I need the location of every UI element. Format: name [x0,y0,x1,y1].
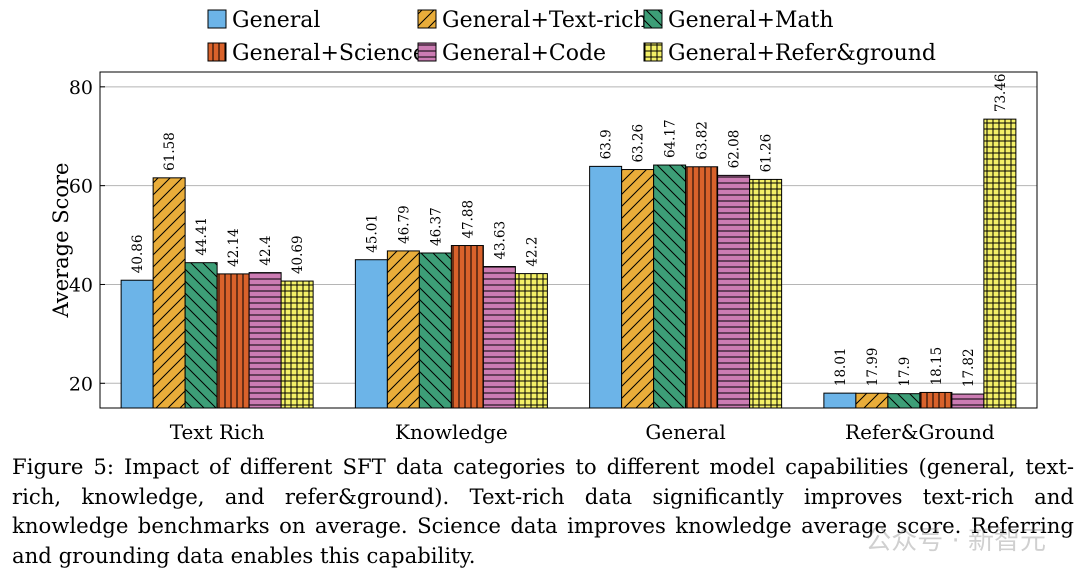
legend-swatch [643,42,663,62]
x-tick-label: Knowledge [395,420,508,444]
legend-label: General+Science [232,41,426,66]
data-label: 17.82 [961,348,977,387]
bar [248,272,282,409]
y-tick-label: 20 [69,373,93,395]
bar [951,393,985,409]
legend-swatch [207,9,227,29]
bar [855,392,889,409]
bar [514,273,548,409]
bar [450,245,484,409]
legend: General General+Text-rich General+Math Gene… [207,8,936,66]
bar [589,165,623,409]
data-label: 61.26 [759,134,775,173]
bar [653,164,687,409]
bar [418,252,452,409]
data-label: 17.9 [897,357,913,387]
bar [280,280,314,409]
data-label: 43.63 [492,221,508,260]
legend-label: General+Math [668,8,834,33]
legend-label: General+Code [442,41,606,66]
data-label: 42.2 [524,237,540,267]
data-label: 18.15 [929,347,945,386]
bar [216,273,250,409]
bar [983,118,1017,409]
data-label: 17.99 [865,348,881,387]
legend-swatch [417,9,437,29]
data-label: 64.17 [663,119,679,158]
bar [386,250,420,409]
bar [621,169,655,409]
bar [120,279,154,409]
y-tick-label: 60 [69,176,93,198]
bar [184,262,218,409]
data-label: 63.82 [695,121,711,160]
data-label: 18.01 [833,347,849,386]
y-axis-label: Average Score [49,163,73,319]
bar [685,166,719,409]
x-tick-label: General [645,420,725,444]
data-label: 46.37 [428,207,444,246]
plot-frame [99,71,1038,409]
axes: 20 40 60 80 Text Rich Knowledge General Refer&G… [49,71,1038,444]
x-tick-label: Refer&Ground [845,420,995,444]
legend-swatch [643,9,663,29]
watermark-text: 公众号 · 新智元 [865,526,1046,556]
bars [120,118,1017,409]
data-label: 42.4 [258,236,274,266]
data-label: 47.88 [460,200,476,239]
data-label: 63.26 [631,124,647,163]
legend-label: General [232,8,320,33]
legend-label: General+Refer&ground [668,41,936,66]
data-label: 73.46 [993,73,1009,112]
legend-swatch [207,42,227,62]
x-tick-label: Text Rich [170,420,265,444]
legend-swatch [417,42,437,62]
bar [354,259,388,409]
data-label: 45.01 [364,214,380,253]
figure-caption: Figure 5: Impact of different SFT data c… [12,454,1074,568]
data-label: 62.08 [727,130,743,169]
data-labels: 40.86 61.58 44.41 42.14 42.4 40.69 45.01 46.79 4… [130,73,1009,387]
y-tick-label: 40 [69,274,93,296]
data-label: 63.9 [599,129,615,159]
bar [482,266,516,409]
bar [749,178,783,409]
data-label: 40.69 [290,235,306,274]
bar [152,177,186,409]
data-label: 40.86 [130,235,146,274]
bar-chart: 40.86 61.58 44.41 42.14 42.4 40.69 45.01 46.79 4… [49,8,1038,444]
data-label: 44.41 [194,217,210,256]
data-label: 46.79 [396,205,412,244]
bar [717,174,751,409]
legend-label: General+Text-rich [442,8,648,33]
y-tick-label: 80 [69,77,93,99]
bar [823,392,857,409]
data-label: 42.14 [226,228,242,267]
bar [887,393,921,409]
bar [919,391,953,409]
data-label: 61.58 [162,132,178,171]
